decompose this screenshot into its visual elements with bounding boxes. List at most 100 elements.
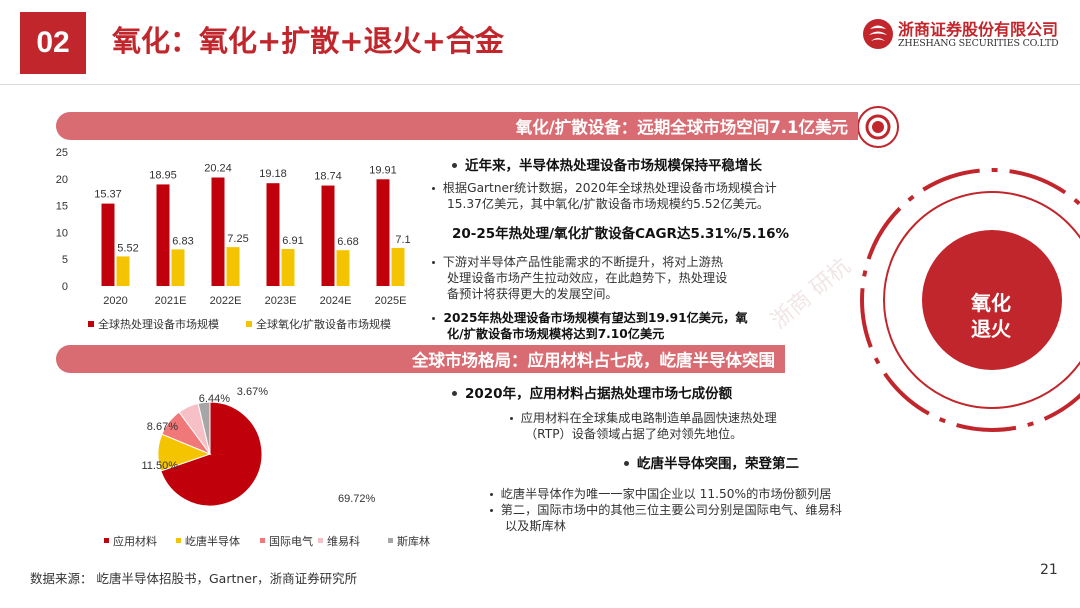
section1-paragraph1-line2: 15.37亿美元，其中氧化/扩散设备市场规模约5.52亿美元。	[447, 197, 770, 211]
data-label: 5.52	[117, 242, 138, 254]
section2-paragraph2-line1: 屹唐半导体作为唯一一家中国企业以 11.50%的市场份额列居	[500, 487, 832, 501]
bar-oxidation	[281, 248, 295, 286]
bar-thermal	[321, 185, 335, 286]
bullet-icon	[432, 187, 435, 190]
legend-label: 全球热处理设备市场规模	[98, 317, 219, 331]
legend-label: 国际电气	[269, 534, 313, 548]
section1-heading1-text: 近年来，半导体热处理设备市场规模保持平稳增长	[465, 158, 762, 174]
pie-slice	[197, 401, 211, 455]
data-source: 数据来源： 屹唐半导体招股书，Gartner，浙商证券研究所	[30, 571, 358, 586]
section1-heading2: 20-25年热处理/氧化扩散设备CAGR达5.31%/5.16%	[452, 226, 790, 242]
legend-swatch	[260, 538, 265, 543]
bar-thermal	[376, 179, 390, 286]
bar-thermal	[101, 203, 115, 286]
section2-heading1: 2020年，应用材料占据热处理市场七成份额	[452, 382, 732, 402]
bar-thermal	[156, 184, 170, 286]
company-logo-icon	[863, 19, 893, 49]
bullet-icon	[624, 460, 629, 466]
section-bar-equipment-title: 氧化/扩散设备：远期全球市场空间7.1亿美元	[515, 118, 848, 137]
bar-oxidation	[391, 247, 405, 286]
legend-swatch	[246, 321, 252, 327]
circle-label-line1: 氧化	[971, 291, 1011, 315]
bar-chart: 0 5 10 15 20 25 15.37 5.52 18.95 6.83 20.24 7.25 19…	[56, 147, 411, 331]
pie-data-label: 11.50%	[142, 460, 179, 472]
section1-paragraph1: 根据Gartner统计数据，2020年全球热处理设备市场规模合计 15.37亿美…	[432, 180, 777, 212]
pie-chart: 69.72% 11.50% 8.67% 6.44% 3.67% 应用材料 屹唐半导体 国际电…	[104, 386, 430, 548]
circle-label-line2: 退火	[971, 317, 1011, 341]
section2-paragraph1-line2: （RTP）设备领域占据了绝对领先地位。	[525, 427, 743, 441]
data-label: 19.18	[259, 168, 287, 180]
data-label: 18.95	[149, 169, 177, 181]
pie-slice	[160, 401, 263, 507]
data-label: 6.83	[172, 235, 193, 247]
section1-paragraph3-line1: 2025年热处理设备市场规模有望达到19.91亿美元，氧	[443, 311, 748, 325]
bar-oxidation	[336, 250, 350, 286]
legend-label: 应用材料	[113, 534, 157, 548]
pie-data-label: 8.67%	[147, 421, 178, 433]
bar-oxidation	[116, 256, 130, 286]
bar-thermal	[211, 177, 225, 286]
section-bar-market: 全球市场格局：应用材料占七成，屹唐半导体突围	[56, 345, 785, 373]
x-tick-label: 2020	[103, 295, 127, 307]
section1-paragraph1-line1: 根据Gartner统计数据，2020年全球热处理设备市场规模合计	[442, 181, 777, 195]
data-label: 7.25	[227, 233, 248, 245]
data-label: 19.91	[369, 164, 397, 176]
y-tick-label: 25	[56, 147, 68, 159]
x-tick-label: 2024E	[320, 295, 352, 307]
section2-paragraph1: 应用材料在全球集成电路制造单晶圆快速热处理 （RTP）设备领域占据了绝对领先地位…	[510, 410, 777, 442]
y-tick-label: 15	[56, 201, 68, 213]
section2-paragraph2: 屹唐半导体作为唯一一家中国企业以 11.50%的市场份额列居 第二，国际市场中的…	[490, 486, 842, 534]
legend-label: 斯库林	[397, 534, 430, 548]
section-bar-equipment: 氧化/扩散设备：远期全球市场空间7.1亿美元	[56, 112, 858, 140]
slide-title: 氧化：氧化+扩散+退火+合金	[112, 24, 504, 58]
y-tick-label: 0	[62, 281, 68, 293]
company-name-cn: 浙商证券股份有限公司	[898, 20, 1059, 39]
bullet-icon	[452, 162, 457, 168]
data-label: 7.1	[395, 234, 410, 246]
data-label: 6.68	[337, 236, 358, 248]
bullet-icon	[452, 390, 457, 396]
legend-label: 屹唐半导体	[185, 534, 240, 548]
bullet-icon	[510, 417, 513, 420]
section2-heading2: 屹唐半导体突围，荣登第二	[624, 452, 799, 472]
bar-thermal	[266, 183, 280, 286]
x-tick-label: 2021E	[155, 295, 187, 307]
data-label: 15.37	[94, 189, 122, 201]
legend-label: 维易科	[327, 534, 360, 548]
company-name-en: ZHESHANG SECURITIES CO.LTD	[898, 38, 1059, 49]
legend-swatch	[388, 538, 393, 543]
legend-swatch	[176, 538, 181, 543]
legend-swatch	[104, 538, 109, 543]
section2-heading1-text: 2020年，应用材料占据热处理市场七成份额	[465, 386, 733, 402]
bullet-icon	[432, 317, 435, 320]
section1-paragraph2-line3: 备预计将获得更大的发展空间。	[447, 287, 618, 301]
section-bar-market-title: 全球市场格局：应用材料占七成，屹唐半导体突围	[412, 351, 775, 370]
slide-number: 02	[20, 12, 86, 74]
circle-label: 氧化 退火	[936, 290, 1046, 342]
section1-paragraph3-line2: 化/扩散设备市场规模将达到7.10亿美元	[447, 327, 665, 341]
bullet-icon	[490, 509, 493, 512]
x-tick-label: 2023E	[265, 295, 297, 307]
section2-paragraph1-line1: 应用材料在全球集成电路制造单晶圆快速热处理	[520, 411, 777, 425]
bar-oxidation	[226, 247, 240, 286]
page-number: 21	[1040, 562, 1058, 578]
section1-paragraph3: 2025年热处理设备市场规模有望达到19.91亿美元，氧 化/扩散设备市场规模将…	[432, 310, 748, 342]
legend-label: 全球氧化/扩散设备市场规模	[256, 317, 391, 331]
bullet-icon	[490, 493, 493, 496]
x-tick-label: 2025E	[375, 295, 407, 307]
section2-paragraph3-line1: 第二，国际市场中的其他三位主要公司分别是国际电气、维易科	[500, 503, 842, 517]
data-label: 6.91	[282, 235, 303, 247]
x-tick-label: 2022E	[210, 295, 242, 307]
bar-oxidation	[171, 249, 185, 286]
section1-paragraph2-line1: 下游对半导体产品性能需求的不断提升，将对上游热	[442, 255, 724, 269]
header-divider	[0, 84, 1080, 85]
section2-heading2-text: 屹唐半导体突围，荣登第二	[637, 456, 799, 472]
section1-paragraph2-line2: 处理设备市场产生拉动效应，在此趋势下，热处理设	[447, 271, 728, 285]
y-tick-label: 5	[62, 254, 68, 266]
decorative-rings	[857, 106, 1080, 432]
section1-heading1: 近年来，半导体热处理设备市场规模保持平稳增长	[452, 154, 762, 174]
pie-data-label: 6.44%	[199, 393, 230, 405]
y-tick-label: 10	[56, 227, 68, 239]
y-tick-label: 20	[56, 174, 68, 186]
data-label: 20.24	[204, 163, 232, 175]
